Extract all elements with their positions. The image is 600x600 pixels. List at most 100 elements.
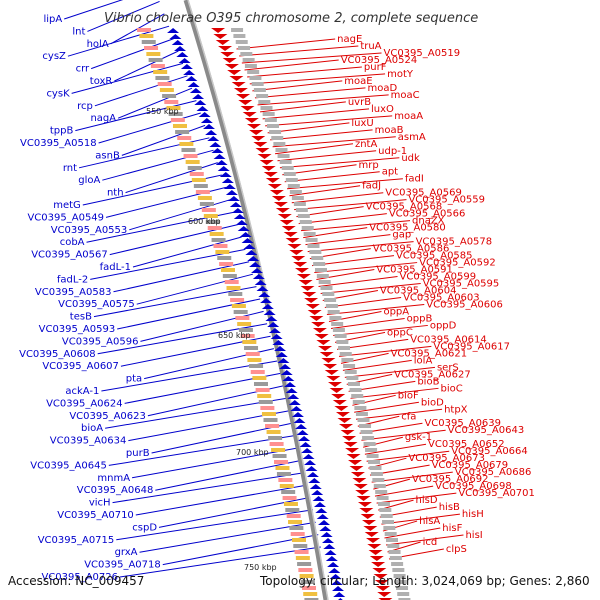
connector-line xyxy=(284,171,380,183)
forward-gene-arrow xyxy=(374,580,389,585)
left-strand-labels: lipAlntholAcysZcrrtoxRcysKrcpnagAtppBVC0… xyxy=(19,14,161,583)
gene-label: nagA xyxy=(90,113,116,124)
feature-block xyxy=(242,340,257,344)
gene-label: oppB xyxy=(407,313,433,324)
feature-block xyxy=(255,388,270,392)
feature-block xyxy=(388,550,401,554)
reverse-gene-arrow xyxy=(332,586,345,591)
feature-block xyxy=(148,58,163,62)
gene-label: fadL-1 xyxy=(100,262,131,273)
feature-block xyxy=(387,544,400,548)
gene-label: moaB xyxy=(375,125,404,136)
feature-block xyxy=(240,52,253,56)
forward-gene-arrow xyxy=(331,394,346,399)
connector-line xyxy=(272,136,396,148)
gene-label: asnB xyxy=(95,150,120,161)
feature-block xyxy=(331,322,344,326)
feature-block xyxy=(373,484,386,488)
gene-label: VC0395_A0645 xyxy=(30,460,107,471)
connector-line xyxy=(320,283,421,295)
summary-text: Topology: circular; Length: 3,024,069 bp… xyxy=(260,574,590,588)
footer-bar: Accession: NC_009457 Topology: circular;… xyxy=(0,570,600,592)
gene-label: toxR xyxy=(90,76,113,87)
gene-label: VC0395_A0692 xyxy=(412,474,489,485)
feature-block xyxy=(226,286,241,290)
forward-gene-arrow xyxy=(263,172,278,177)
feature-block xyxy=(240,334,255,338)
feature-block xyxy=(343,364,356,368)
connector-line xyxy=(287,178,403,190)
forward-gene-arrow xyxy=(367,544,382,549)
feature-block xyxy=(238,46,251,50)
feature-block xyxy=(237,322,252,326)
reverse-gene-arrow xyxy=(261,304,274,309)
gene-label: oppD xyxy=(430,320,457,331)
gene-label: VC0395_A0726 xyxy=(41,572,118,583)
connector-line xyxy=(236,38,336,50)
feature-block xyxy=(264,118,277,122)
forward-gene-arrow xyxy=(277,214,292,219)
connector-line xyxy=(274,143,354,155)
connector-line xyxy=(90,248,246,280)
feature-block xyxy=(203,214,218,218)
forward-gene-arrow xyxy=(371,562,386,567)
feature-block xyxy=(235,316,250,320)
forward-gene-arrow xyxy=(348,460,363,465)
feature-block xyxy=(205,220,220,224)
reverse-gene-arrow xyxy=(192,94,205,99)
gene-label: rcp xyxy=(77,101,93,112)
feature-block xyxy=(150,64,165,68)
feature-block xyxy=(235,40,248,44)
reverse-gene-arrow xyxy=(187,82,200,87)
feature-block xyxy=(260,406,275,410)
gene-label: VC0395_A0718 xyxy=(84,560,161,571)
accession-text: Accession: NC_009457 xyxy=(8,574,145,588)
feature-block xyxy=(324,298,337,302)
gene-label: uvrB xyxy=(348,97,371,108)
gene-label: fadI xyxy=(405,174,424,185)
feature-block xyxy=(291,196,304,200)
gene-label: bioB xyxy=(417,376,439,387)
feature-block xyxy=(365,448,378,452)
gene-label: oppA xyxy=(383,306,409,317)
feature-block xyxy=(285,178,298,182)
forward-gene-arrow xyxy=(340,430,355,435)
feature-block xyxy=(322,292,335,296)
forward-gene-arrow xyxy=(242,112,257,117)
feature-block xyxy=(269,442,284,446)
connector-line xyxy=(267,122,350,134)
feature-block xyxy=(354,406,367,410)
gene-label: fadJ xyxy=(362,181,381,192)
feature-block xyxy=(252,376,267,380)
forward-gene-arrow xyxy=(246,124,261,129)
forward-gene-arrow xyxy=(307,310,322,315)
connector-line xyxy=(139,521,316,553)
forward-gene-arrow xyxy=(356,496,371,501)
feature-block xyxy=(346,376,359,380)
gene-label: pta xyxy=(126,374,142,385)
feature-block xyxy=(375,490,388,494)
gene-label: bioC xyxy=(441,383,463,394)
feature-block xyxy=(261,412,276,416)
connector-line xyxy=(117,87,193,119)
feature-block xyxy=(384,532,397,536)
feature-block xyxy=(396,586,409,590)
feature-block xyxy=(397,592,410,596)
forward-gene-arrow xyxy=(236,94,251,99)
feature-block xyxy=(162,94,177,98)
feature-block xyxy=(318,280,331,284)
reverse-gene-arrow xyxy=(308,478,321,483)
feature-block xyxy=(332,328,345,332)
gene-label: VC0395_A0567 xyxy=(31,250,108,261)
gene-label: hisD xyxy=(416,495,438,506)
gene-label: VC0395_A0604 xyxy=(380,286,457,297)
feature-block xyxy=(295,556,310,560)
reverse-gene-arrow xyxy=(298,436,311,441)
connector-line xyxy=(300,220,411,232)
gene-label: rnt xyxy=(63,163,77,174)
forward-gene-arrow xyxy=(244,118,259,123)
forward-gene-arrow xyxy=(352,478,367,483)
connector-line xyxy=(260,101,346,113)
connector-line xyxy=(277,150,377,162)
gene-label: VC0395_A0593 xyxy=(39,324,116,335)
